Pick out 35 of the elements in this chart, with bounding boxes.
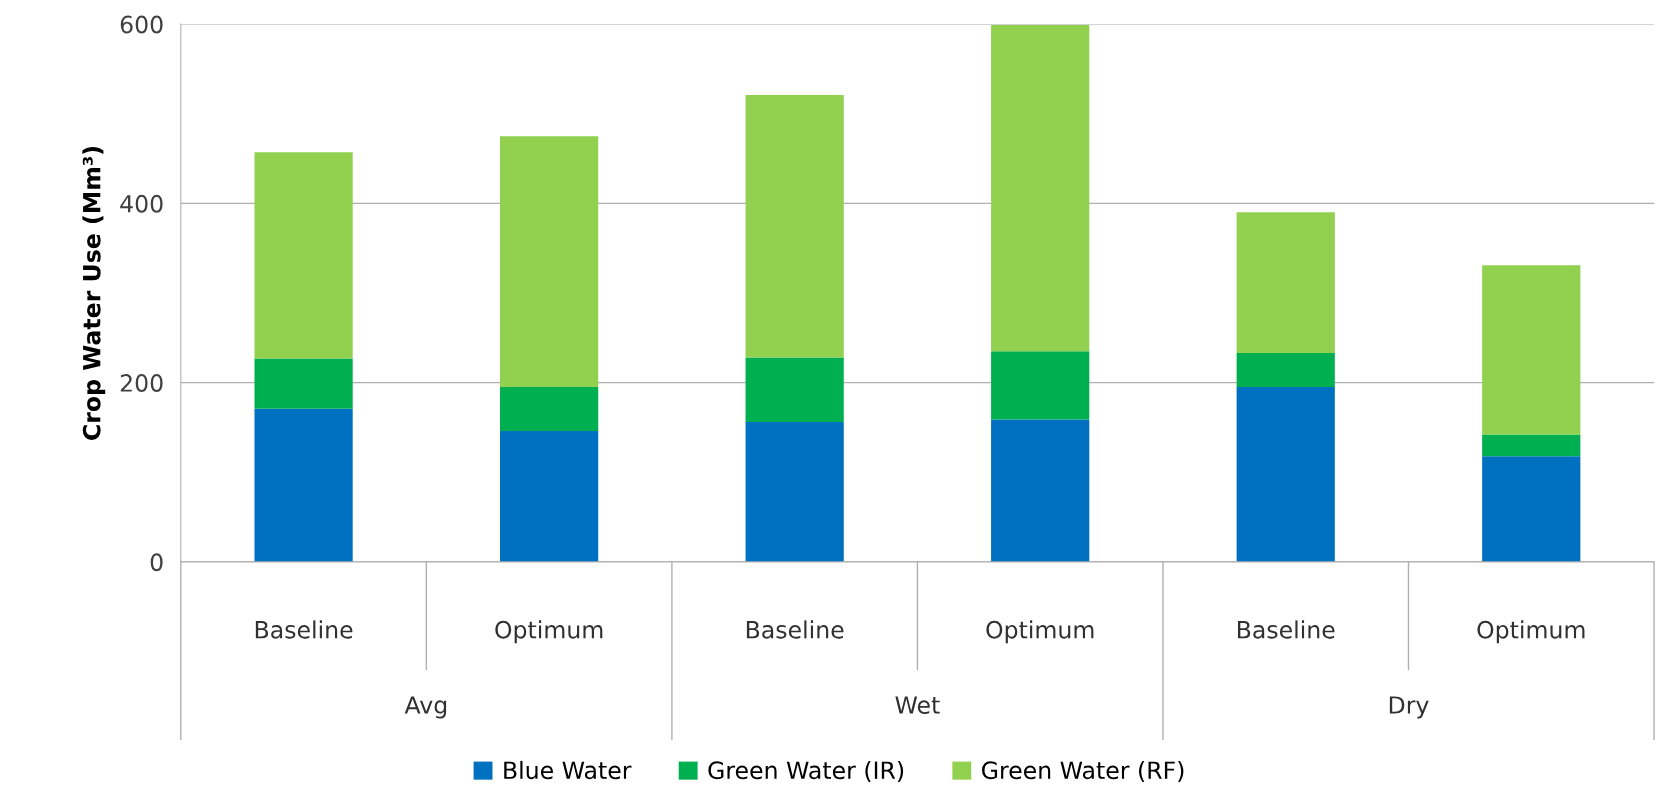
legend-label: Green Water (RF) <box>982 760 1184 782</box>
x-tick-label: Optimum <box>986 620 1094 644</box>
y-tick-label: 0 <box>150 553 163 572</box>
bar <box>1482 434 1581 457</box>
x-tick-label: Baseline <box>746 620 844 639</box>
x-tick-label: Optimum <box>495 620 603 644</box>
bar <box>1236 387 1335 562</box>
bar <box>500 431 599 562</box>
bar <box>1482 456 1581 562</box>
bar <box>745 357 844 423</box>
bar <box>745 94 844 358</box>
bar <box>745 422 844 562</box>
x-tick-label: Baseline <box>1237 620 1335 639</box>
y-tick-label: 600 <box>120 15 163 34</box>
x-tick-label: Baseline <box>255 620 353 639</box>
legend-label: Green Water (IR) <box>708 760 904 782</box>
bar <box>1482 265 1581 435</box>
x-tick-label: Optimum <box>1477 620 1585 644</box>
legend-label: Blue Water <box>504 760 632 780</box>
bar <box>500 387 599 432</box>
bar <box>991 25 1090 352</box>
bar <box>500 136 599 388</box>
y-tick-label: 400 <box>120 194 163 213</box>
bar <box>254 358 353 409</box>
bar <box>1236 353 1335 388</box>
bar <box>254 152 353 359</box>
bar <box>1236 212 1335 354</box>
bar <box>254 408 353 562</box>
text: Dry <box>1389 696 1429 719</box>
y-tick-label: 200 <box>120 374 163 392</box>
text: Avg <box>404 696 447 719</box>
bar <box>991 419 1090 562</box>
text: Wet <box>895 696 940 714</box>
y-axis-title: Crop Water Use (Mm³) <box>82 147 106 440</box>
bar <box>991 351 1090 420</box>
